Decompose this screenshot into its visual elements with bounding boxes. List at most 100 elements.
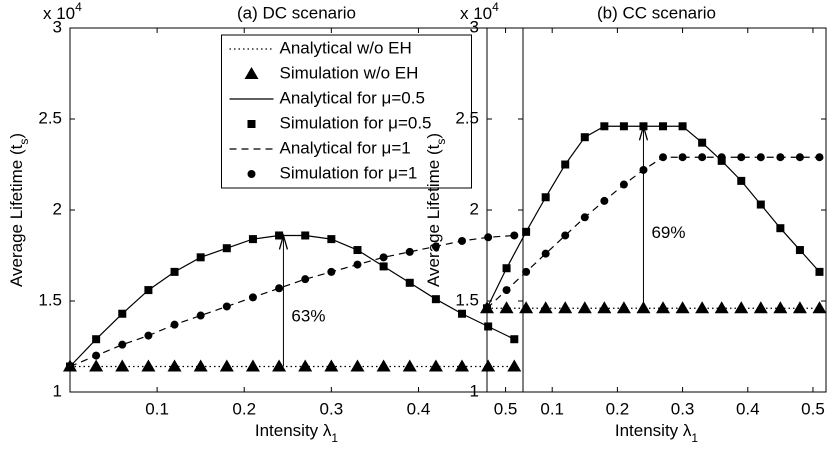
x-tick-label: 0.2 [232, 399, 256, 418]
marker-square [170, 267, 179, 276]
marker-circle [580, 213, 589, 222]
y-axis-label: Average Lifetime (ts) [7, 133, 31, 287]
y-multiplier-exp: 4 [492, 0, 499, 14]
marker-square [92, 335, 101, 344]
marker-square [510, 335, 519, 344]
legend-box [221, 34, 472, 189]
marker-triangle [507, 359, 522, 372]
legend-label: Simulation for μ=0.5 [280, 113, 432, 132]
series-line [486, 125, 820, 309]
x-axis-label: Intensity λ1 [255, 421, 339, 445]
marker-square [275, 231, 284, 240]
marker-triangle [115, 359, 130, 372]
marker-square [353, 246, 362, 255]
marker-square [756, 200, 765, 209]
marker-triangle [577, 301, 592, 314]
marker-circle [275, 284, 284, 293]
legend-label: Simulation for μ=1 [280, 163, 418, 182]
marker-triangle [244, 67, 259, 79]
marker-circle [698, 153, 707, 162]
x-tick-label: 0.1 [540, 399, 564, 418]
marker-circle [458, 236, 467, 245]
marker-circle [484, 233, 493, 242]
x-tick-label: 0.3 [671, 399, 695, 418]
marker-circle [247, 170, 256, 178]
marker-triangle [324, 359, 339, 372]
chart-title: (a) DC scenario [237, 3, 356, 22]
marker-circle [795, 153, 804, 162]
marker-triangle [376, 359, 391, 372]
marker-square [561, 160, 570, 169]
marker-circle [66, 362, 74, 371]
marker-square [458, 309, 467, 318]
y-label-end: ) [7, 133, 26, 139]
marker-circle [222, 302, 231, 311]
marker-square [484, 322, 493, 331]
x-label-sub: 1 [331, 431, 338, 445]
marker-square [776, 224, 785, 233]
marker-triangle [245, 359, 260, 372]
marker-triangle [519, 301, 534, 314]
marker-circle [405, 247, 414, 256]
x-tick-label: 0.4 [736, 399, 760, 418]
marker-square [405, 278, 414, 287]
marker-square [196, 253, 205, 262]
marker-circle [118, 340, 127, 349]
marker-circle [561, 231, 570, 240]
y-multiplier-base: x 10 [43, 4, 75, 23]
x-label-main: Intensity λ [615, 421, 692, 440]
marker-circle [815, 153, 824, 162]
y-tick-label: 2.5 [38, 108, 62, 127]
marker-circle [619, 180, 628, 189]
marker-square [795, 246, 804, 255]
y-tick-label: 3 [53, 17, 62, 36]
x-label-main: Intensity λ [255, 421, 332, 440]
marker-square [737, 176, 746, 185]
marker-triangle [538, 301, 553, 314]
x-tick-label: 0.4 [407, 399, 431, 418]
marker-square [247, 120, 256, 128]
series-line [486, 156, 820, 309]
legend-label: Analytical for μ=0.5 [280, 88, 425, 107]
marker-square [118, 309, 127, 318]
annotation-text: 63% [291, 306, 325, 325]
marker-square [301, 231, 310, 240]
y-tick-label: 1 [470, 381, 479, 400]
series-line [69, 234, 515, 367]
marker-circle [678, 153, 687, 162]
marker-circle [483, 304, 491, 313]
marker-triangle [167, 359, 182, 372]
marker-triangle [219, 359, 234, 372]
marker-triangle [298, 359, 313, 372]
x-tick-label: 0.3 [320, 399, 344, 418]
y-label-main: Average Lifetime (t [424, 144, 443, 287]
y-tick-label: 2.5 [455, 108, 479, 127]
marker-triangle [812, 301, 827, 314]
marker-triangle [753, 301, 768, 314]
marker-triangle [597, 301, 612, 314]
marker-circle [301, 275, 310, 284]
marker-triangle [455, 359, 470, 372]
y-tick-label: 1.5 [38, 290, 62, 309]
y-multiplier-base: x 10 [460, 4, 492, 23]
marker-circle [196, 311, 205, 320]
marker-triangle [792, 301, 807, 314]
y-multiplier: x 104 [460, 0, 499, 23]
marker-triangle [350, 359, 365, 372]
marker-square [815, 267, 824, 276]
marker-circle [92, 351, 101, 360]
y-multiplier-exp: 4 [75, 0, 82, 14]
marker-square [222, 244, 231, 253]
marker-circle [510, 231, 519, 240]
marker-square [379, 262, 388, 271]
marker-square [580, 133, 589, 142]
x-label-sub: 1 [691, 431, 698, 445]
marker-circle [659, 153, 668, 162]
marker-triangle [656, 301, 671, 314]
marker-square [248, 235, 257, 244]
marker-triangle [695, 301, 710, 314]
legend-label: Analytical for μ=1 [280, 138, 411, 157]
marker-square [431, 295, 440, 304]
marker-triangle [141, 359, 156, 372]
